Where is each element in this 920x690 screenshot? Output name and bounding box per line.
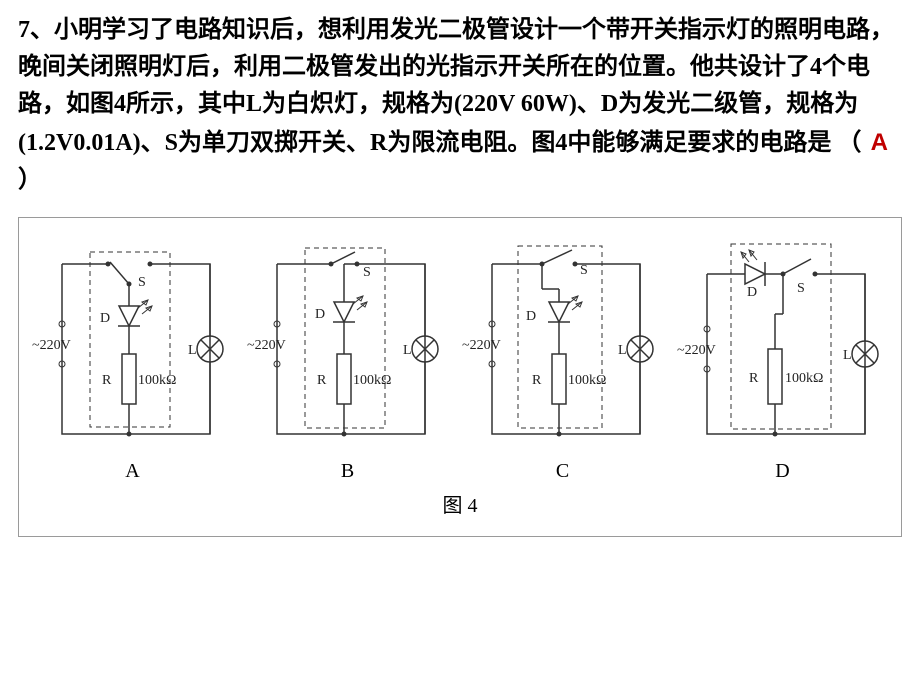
question-body: 小明学习了电路知识后，想利用发光二极管设计一个带开关指示灯的照明电路，晚间关闭照… xyxy=(18,17,894,156)
circuit-label-c: C xyxy=(460,460,665,483)
resistor-label: R xyxy=(749,371,759,386)
circuit-c: ~220V S D xyxy=(460,234,665,483)
question-number: 7、 xyxy=(18,17,54,43)
switch-label: S xyxy=(363,265,371,280)
switch-label: S xyxy=(797,281,805,296)
voltage-label: ~220V xyxy=(677,343,716,358)
paren-close: ） xyxy=(18,167,42,193)
resistor-value: 100kΩ xyxy=(785,371,823,386)
lamp-label: L xyxy=(618,343,627,358)
switch-label: S xyxy=(138,275,146,290)
circuit-label-a: A xyxy=(30,460,235,483)
diode-label: D xyxy=(315,307,325,322)
voltage-label: ~220V xyxy=(462,338,501,353)
answer-letter: A xyxy=(871,129,888,156)
circuit-label-d: D xyxy=(675,460,890,483)
voltage-label: ~220V xyxy=(247,338,286,353)
switch-label: S xyxy=(580,263,588,278)
circuit-label-b: B xyxy=(245,460,450,483)
circuit-b: ~220V S D xyxy=(245,234,450,483)
diode-label: D xyxy=(526,309,536,324)
lamp-label: L xyxy=(403,343,412,358)
resistor-label: R xyxy=(532,373,542,388)
paren-open: （ xyxy=(837,130,861,156)
resistor-value: 100kΩ xyxy=(138,373,176,388)
diode-label: D xyxy=(747,285,757,300)
lamp-label: L xyxy=(188,343,197,358)
resistor-value: 100kΩ xyxy=(568,373,606,388)
question-text: 7、小明学习了电路知识后，想利用发光二极管设计一个带开关指示灯的照明电路，晚间关… xyxy=(0,0,920,203)
lamp-label: L xyxy=(843,348,852,363)
circuit-d: ~220V D S xyxy=(675,234,890,483)
figure-4: ~220V S D xyxy=(18,217,902,537)
resistor-label: R xyxy=(317,373,327,388)
resistor-value: 100kΩ xyxy=(353,373,391,388)
circuit-a: ~220V S D xyxy=(30,234,235,483)
voltage-label: ~220V xyxy=(32,338,71,353)
resistor-label: R xyxy=(102,373,112,388)
figure-caption: 图 4 xyxy=(19,489,901,518)
diode-label: D xyxy=(100,311,110,326)
